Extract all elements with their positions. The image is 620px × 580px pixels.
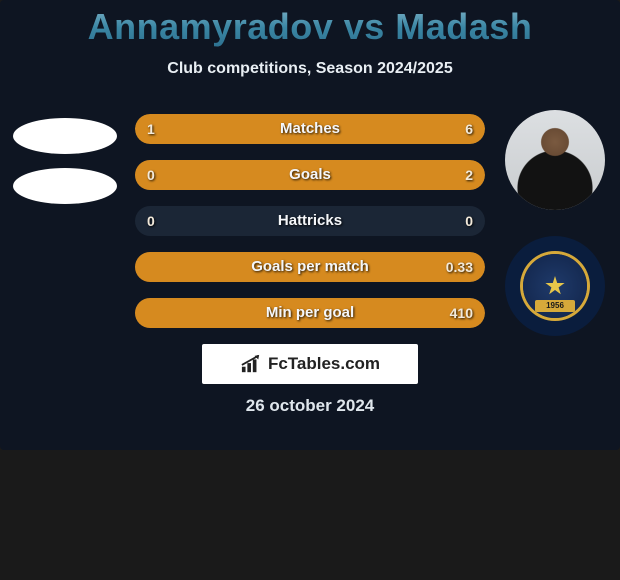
player-right-club-crest: 1956 — [505, 236, 605, 336]
stat-row: 410Min per goal — [135, 298, 485, 328]
branding-badge: FcTables.com — [202, 344, 418, 384]
stat-row: 0.33Goals per match — [135, 252, 485, 282]
stat-label: Goals per match — [135, 252, 485, 282]
branding-text: FcTables.com — [268, 354, 380, 374]
stats-list: 16Matches 02Goals 00Hattricks 0.33Goals per… — [135, 114, 485, 328]
content-area: 1956 16Matches 02Goals 00Hattricks 0.33Goal… — [10, 114, 610, 328]
stat-label: Hattricks — [135, 206, 485, 236]
player-left-avatar-placeholder — [13, 118, 117, 154]
player-photo — [505, 110, 605, 210]
date-text: 26 october 2024 — [10, 396, 610, 416]
comparison-card: Annamyradov vs Madash Club competitions,… — [0, 0, 620, 450]
stat-row: 02Goals — [135, 160, 485, 190]
stat-label: Goals — [135, 160, 485, 190]
branding-logo-icon — [240, 354, 262, 374]
stat-label: Min per goal — [135, 298, 485, 328]
club-crest-year: 1956 — [535, 300, 575, 312]
stat-row: 00Hattricks — [135, 206, 485, 236]
player-left-column — [10, 114, 120, 334]
player-right-avatar — [505, 110, 605, 210]
page-title: Annamyradov vs Madash — [10, 6, 610, 48]
player-left-club-placeholder — [13, 168, 117, 204]
club-crest: 1956 — [505, 236, 605, 336]
subtitle: Club competitions, Season 2024/2025 — [10, 60, 610, 78]
stat-row: 16Matches — [135, 114, 485, 144]
stat-label: Matches — [135, 114, 485, 144]
player-right-column: 1956 — [500, 114, 610, 334]
